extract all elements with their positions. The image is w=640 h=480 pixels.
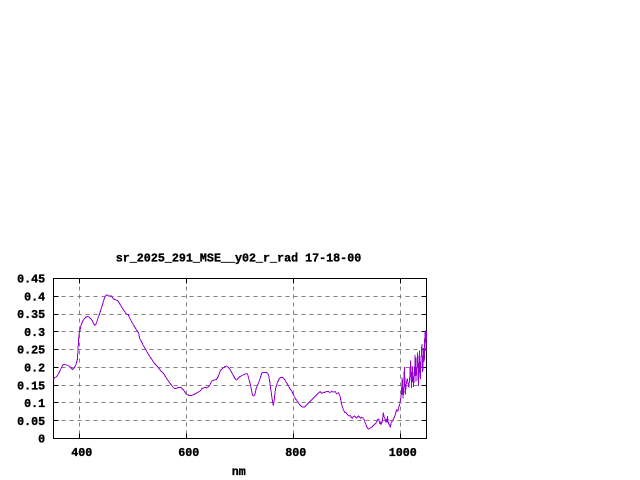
svg-text:400: 400 xyxy=(71,446,92,460)
svg-text:0.1: 0.1 xyxy=(24,397,45,411)
svg-text:0.35: 0.35 xyxy=(17,308,45,322)
svg-text:0.4: 0.4 xyxy=(24,290,45,304)
svg-text:0.15: 0.15 xyxy=(17,379,45,393)
svg-text:0.3: 0.3 xyxy=(24,326,45,340)
svg-text:0: 0 xyxy=(38,433,45,447)
svg-text:800: 800 xyxy=(285,446,306,460)
svg-text:0.45: 0.45 xyxy=(17,273,45,287)
svg-text:0.25: 0.25 xyxy=(17,344,45,358)
svg-text:0.05: 0.05 xyxy=(17,415,45,429)
svg-text:1000: 1000 xyxy=(389,446,417,460)
svg-text:0.2: 0.2 xyxy=(24,362,45,376)
svg-text:nm: nm xyxy=(232,465,246,479)
svg-text:600: 600 xyxy=(178,446,199,460)
svg-text:sr_2025_291_MSE__y02_r_rad 17-: sr_2025_291_MSE__y02_r_rad 17-18-00 xyxy=(116,252,361,266)
